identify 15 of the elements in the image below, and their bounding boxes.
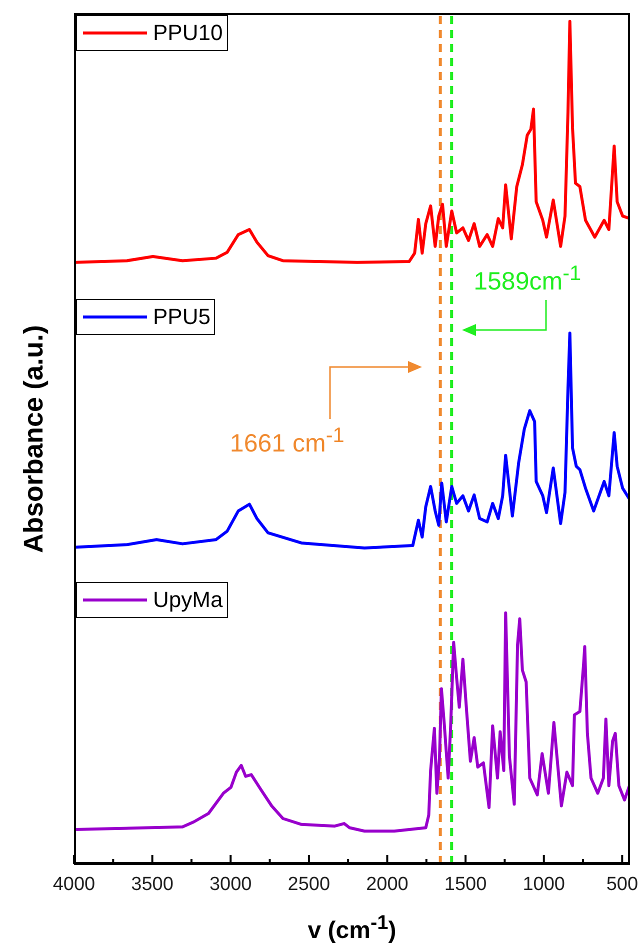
x-tick-label: 1500 bbox=[444, 874, 487, 895]
x-tick-label: 4000 bbox=[52, 874, 96, 895]
x-axis-title: v (cm$^{-1}$) bbox=[308, 912, 396, 945]
x-tick-label: 2500 bbox=[288, 874, 330, 895]
ref-line-label: 1589cm$^{-1}$ bbox=[474, 262, 582, 296]
ref-line-label: 1661 cm$^{-1}$ bbox=[230, 424, 344, 458]
x-tick-label: 3500 bbox=[131, 874, 174, 895]
y-axis-title: Absorbance (a.u.) bbox=[18, 324, 50, 553]
x-tick-label: 3000 bbox=[209, 874, 252, 895]
legend-label: PPU10 bbox=[153, 20, 223, 46]
legend-label: UpyMa bbox=[153, 587, 223, 614]
x-tick-label: 500 bbox=[606, 874, 638, 895]
legend-label: PPU5 bbox=[153, 304, 210, 330]
x-tick-label: 1000 bbox=[522, 874, 565, 895]
x-tick-label: 2000 bbox=[366, 874, 408, 895]
